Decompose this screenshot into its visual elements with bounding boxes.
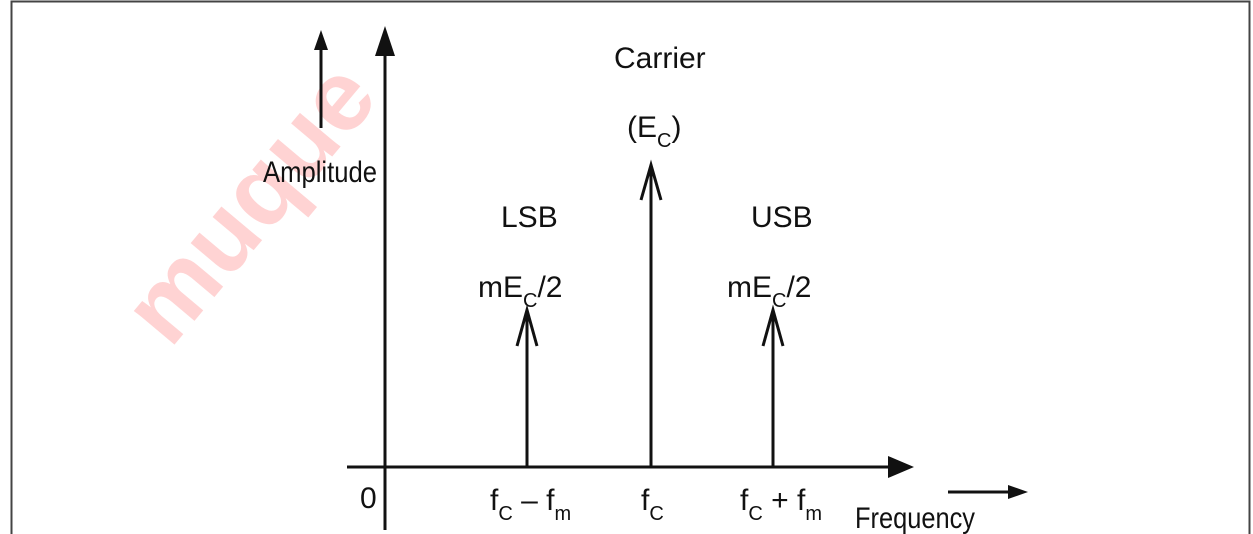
lsb-amplitude-label: mEC/2 bbox=[478, 271, 562, 312]
diagram-frame bbox=[10, 0, 1251, 534]
carrier-amplitude-label: (EC) bbox=[627, 111, 681, 152]
frequency-label-arrowhead bbox=[1008, 485, 1028, 499]
frequency-label: Frequency bbox=[855, 502, 975, 534]
amplitude-label-arrowhead bbox=[314, 30, 328, 50]
lsb-arrowhead bbox=[515, 304, 539, 347]
carrier-arrowhead bbox=[639, 159, 663, 201]
carrier-spectral-line bbox=[639, 159, 663, 467]
amplitude-label: Amplitude bbox=[263, 156, 377, 189]
usb-spectral-line bbox=[761, 304, 785, 467]
usb-amplitude-label: mEC/2 bbox=[727, 271, 811, 312]
usb-name-label: USB bbox=[751, 201, 813, 234]
lsb-spectral-line bbox=[515, 304, 539, 467]
carrier-name-label: Carrier bbox=[614, 42, 706, 75]
usb-frequency-label: fC + fm bbox=[740, 484, 822, 525]
usb-arrowhead bbox=[761, 304, 785, 347]
lsb-frequency-label: fC – fm bbox=[490, 484, 571, 525]
origin-label: 0 bbox=[360, 482, 377, 515]
frequency-axis-arrowhead bbox=[888, 456, 914, 478]
carrier-frequency-label: fC bbox=[641, 484, 664, 525]
lsb-name-label: LSB bbox=[501, 201, 558, 234]
watermark: muque bbox=[101, 41, 398, 364]
amplitude-axis-arrowhead bbox=[375, 26, 395, 56]
